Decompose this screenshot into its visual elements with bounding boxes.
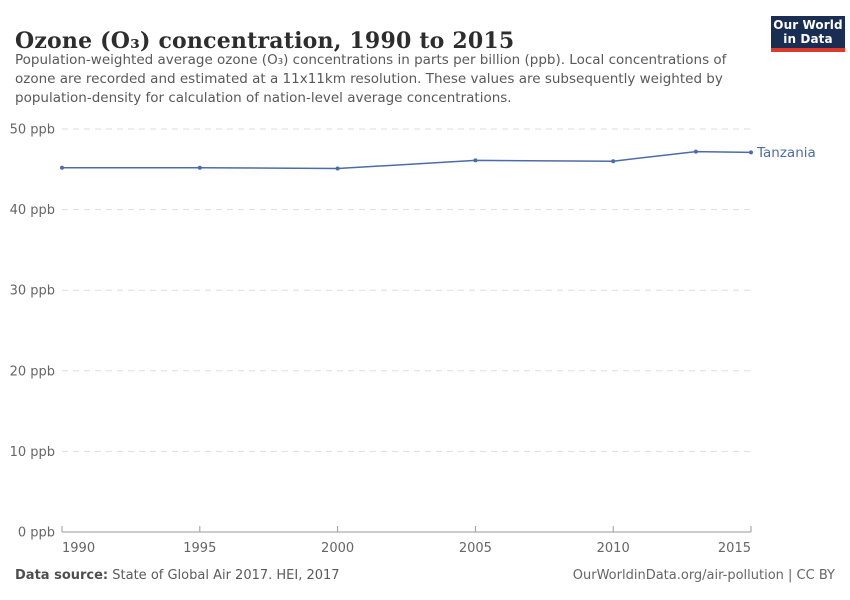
subtitle-line: ozone are recorded and estimated at a 11… (15, 71, 723, 87)
chart-subtitle: Population-weighted average ozone (O₃) c… (15, 51, 726, 108)
data-source-label: Data source: (15, 568, 109, 583)
x-tick-label-2005: 2005 (459, 541, 492, 556)
y-tick-label-20: 20 ppb (10, 364, 55, 379)
page-title: Ozone (O₃) concentration, 1990 to 2015 (15, 27, 515, 54)
owid-logo-text-line2: in Data (783, 32, 833, 46)
data-source-text: State of Global Air 2017. HEI, 2017 (108, 568, 340, 583)
x-tick-label-1990: 1990 (62, 541, 95, 556)
data-point-tanzania-2000[interactable] (335, 166, 340, 171)
subtitle-line: Population-weighted average ozone (O₃) c… (15, 52, 727, 68)
data-point-tanzania-2010[interactable] (611, 159, 616, 164)
data-point-tanzania-2013[interactable] (693, 149, 698, 154)
data-point-tanzania-1995[interactable] (197, 165, 202, 170)
data-point-tanzania-1990[interactable] (60, 165, 64, 170)
entity-label-tanzania[interactable]: Tanzania (756, 145, 816, 161)
y-tick-label-0: 0 ppb (18, 526, 55, 541)
data-point-tanzania-2005[interactable] (473, 158, 478, 163)
data-point-tanzania-2015[interactable] (749, 150, 753, 155)
y-tick-label-30: 30 ppb (10, 284, 55, 299)
y-tick-label-50: 50 ppb (10, 123, 55, 138)
y-tick-label-40: 40 ppb (10, 203, 55, 218)
x-tick-label-2015: 2015 (718, 541, 751, 556)
owid-logo-text-line1: Our World (773, 18, 843, 32)
x-tick-label-1995: 1995 (183, 541, 216, 556)
chart-footer: Data source: State of Global Air 2017. H… (15, 568, 835, 583)
x-tick-label-2010: 2010 (597, 541, 630, 556)
series-line-tanzania[interactable] (62, 150, 752, 170)
data-source: Data source: State of Global Air 2017. H… (15, 568, 340, 583)
owid-logo[interactable]: Our World in Data (771, 16, 845, 52)
subtitle-line: population-density for calculation of na… (15, 90, 512, 106)
y-tick-label-10: 10 ppb (10, 445, 55, 460)
credit-link[interactable]: OurWorldinData.org/air-pollution | CC BY (572, 568, 835, 583)
x-tick-label-2000: 2000 (321, 541, 354, 556)
